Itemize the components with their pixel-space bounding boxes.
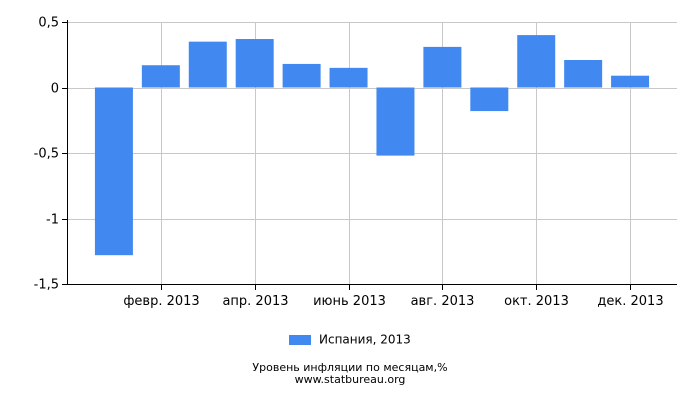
legend-swatch bbox=[289, 334, 312, 345]
bar bbox=[188, 41, 227, 88]
bar bbox=[329, 67, 368, 88]
y-tick-label: 0,5 bbox=[38, 16, 59, 31]
x-tick-label: окт. 2013 bbox=[504, 294, 569, 309]
bar bbox=[235, 39, 274, 88]
bars bbox=[94, 35, 650, 256]
y-tick-label: -1,5 bbox=[34, 278, 59, 293]
bar bbox=[611, 75, 650, 88]
bar bbox=[517, 35, 556, 88]
bar bbox=[376, 87, 415, 156]
bar bbox=[141, 65, 180, 88]
x-tick-label: июнь 2013 bbox=[313, 294, 386, 309]
bar bbox=[94, 87, 133, 256]
bar bbox=[282, 63, 321, 88]
axes bbox=[62, 20, 677, 290]
y-tick-label: -0,5 bbox=[34, 147, 59, 162]
y-tick-label: -1 bbox=[46, 213, 59, 228]
x-tick-label: февр. 2013 bbox=[123, 294, 199, 309]
y-tick-label: 0 bbox=[51, 82, 59, 97]
bar bbox=[423, 46, 462, 88]
source-url: www.statbureau.org bbox=[294, 373, 406, 386]
chart-footer: Уровень инфляции по месяцам,% www.statbu… bbox=[0, 362, 700, 386]
bar bbox=[470, 87, 509, 112]
y-tick-labels: 0,5 0 -0,5 -1 -1,5 bbox=[34, 16, 59, 293]
x-tick-label: авг. 2013 bbox=[411, 294, 475, 309]
bar bbox=[564, 59, 603, 88]
chart-title: Уровень инфляции по месяцам,% bbox=[252, 361, 448, 374]
x-tick-label: апр. 2013 bbox=[222, 294, 288, 309]
legend: Испания, 2013 bbox=[0, 332, 700, 347]
x-tick-label: дек. 2013 bbox=[597, 294, 663, 309]
legend-label: Испания, 2013 bbox=[319, 332, 411, 347]
x-tick-labels: февр. 2013 апр. 2013 июнь 2013 авг. 2013 окт… bbox=[123, 294, 663, 309]
